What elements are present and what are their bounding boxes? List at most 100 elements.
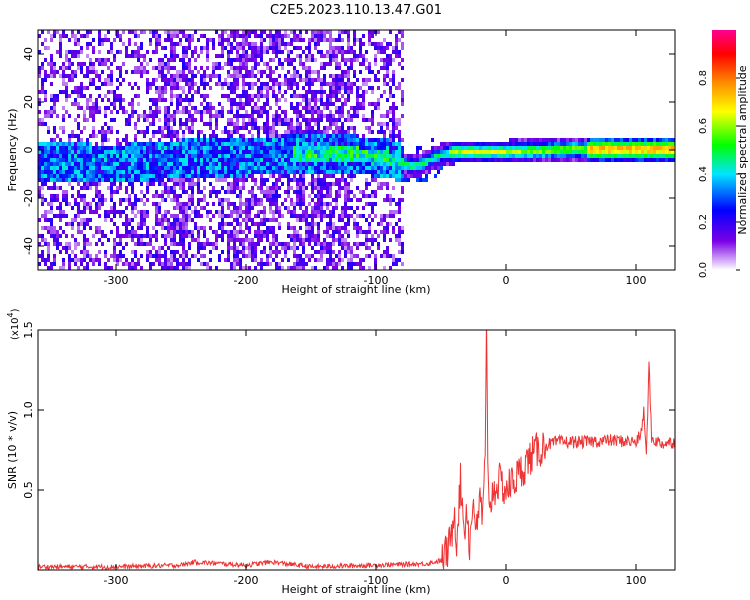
heatmap-cell [401, 178, 404, 182]
heatmap-cell [140, 54, 143, 58]
heatmap-cell [641, 142, 644, 146]
heatmap-cell [182, 150, 185, 154]
heatmap-cell [293, 158, 296, 162]
heatmap-cell [233, 130, 236, 134]
heatmap-cell [428, 166, 431, 170]
heatmap-cell [206, 110, 209, 114]
heatmap-cell [50, 218, 53, 222]
heatmap-cell [362, 266, 365, 270]
heatmap-cell [179, 178, 182, 182]
heatmap-cell [164, 122, 167, 126]
heatmap-cell [281, 154, 284, 158]
heatmap-cell [551, 142, 554, 146]
heatmap-cell [104, 34, 107, 38]
heatmap-cell [164, 90, 167, 94]
heatmap-cell [359, 86, 362, 90]
heatmap-cell [401, 102, 404, 106]
heatmap-cell [128, 234, 131, 238]
heatmap-cell [176, 106, 179, 110]
heatmap-cell [182, 190, 185, 194]
heatmap-cell [401, 154, 404, 158]
heatmap-cell [140, 266, 143, 270]
heatmap-cell [218, 178, 221, 182]
heatmap-cell [371, 250, 374, 254]
heatmap-cell [233, 98, 236, 102]
heatmap-cell [326, 126, 329, 130]
heatmap-cell [209, 134, 212, 138]
heatmap-cell [164, 162, 167, 166]
heatmap-cell [176, 206, 179, 210]
heatmap-cell [299, 214, 302, 218]
heatmap-cell [185, 230, 188, 234]
heatmap-cell [242, 162, 245, 166]
heatmap-cell [314, 170, 317, 174]
heatmap-cell [287, 126, 290, 130]
heatmap-cell [161, 226, 164, 230]
heatmap-cell [158, 90, 161, 94]
heatmap-cell [458, 146, 461, 150]
heatmap-cell [242, 230, 245, 234]
heatmap-cell [302, 66, 305, 70]
heatmap-cell [281, 110, 284, 114]
heatmap-cell [107, 78, 110, 82]
heatmap-cell [242, 238, 245, 242]
heatmap-cell [254, 150, 257, 154]
heatmap-cell [347, 82, 350, 86]
heatmap-cell [500, 146, 503, 150]
heatmap-cell [83, 234, 86, 238]
heatmap-cell [593, 146, 596, 150]
heatmap-cell [305, 130, 308, 134]
heatmap-cell [134, 146, 137, 150]
heatmap-cell [314, 30, 317, 34]
heatmap-cell [161, 86, 164, 90]
heatmap-cell [131, 166, 134, 170]
heatmap-cell [200, 146, 203, 150]
heatmap-cell [512, 154, 515, 158]
heatmap-cell [326, 206, 329, 210]
heatmap-cell [338, 234, 341, 238]
heatmap-cell [182, 182, 185, 186]
heatmap-cell [254, 214, 257, 218]
heatmap-cell [278, 118, 281, 122]
heatmap-cell [83, 210, 86, 214]
heatmap-cell [125, 170, 128, 174]
heatmap-cell [659, 154, 662, 158]
heatmap-cell [242, 38, 245, 42]
heatmap-cell [239, 70, 242, 74]
heatmap-cell [227, 246, 230, 250]
heatmap-cell [401, 174, 404, 178]
heatmap-cell [614, 138, 617, 142]
heatmap-cell [143, 150, 146, 154]
heatmap-cell [311, 150, 314, 154]
heatmap-cell [134, 150, 137, 154]
heatmap-cell [236, 262, 239, 266]
heatmap-cell [188, 126, 191, 130]
heatmap-cell [119, 50, 122, 54]
heatmap-cell [383, 250, 386, 254]
heatmap-cell [44, 110, 47, 114]
heatmap-cell [95, 242, 98, 246]
heatmap-cell [170, 66, 173, 70]
heatmap-cell [506, 154, 509, 158]
heatmap-cell [119, 98, 122, 102]
heatmap-cell [329, 162, 332, 166]
heatmap-cell [176, 138, 179, 142]
heatmap-cell [269, 138, 272, 142]
heatmap-cell [320, 30, 323, 34]
heatmap-cell [329, 94, 332, 98]
heatmap-cell [56, 162, 59, 166]
heatmap-cell [50, 54, 53, 58]
heatmap-cell [458, 154, 461, 158]
heatmap-cell [206, 122, 209, 126]
heatmap-cell [233, 162, 236, 166]
heatmap-cell [248, 162, 251, 166]
heatmap-cell [422, 170, 425, 174]
heatmap-cell [101, 142, 104, 146]
heatmap-cell [251, 122, 254, 126]
heatmap-cell [113, 202, 116, 206]
heatmap-cell [236, 170, 239, 174]
heatmap-cell [425, 174, 428, 178]
heatmap-cell [179, 154, 182, 158]
heatmap-cell [353, 126, 356, 130]
